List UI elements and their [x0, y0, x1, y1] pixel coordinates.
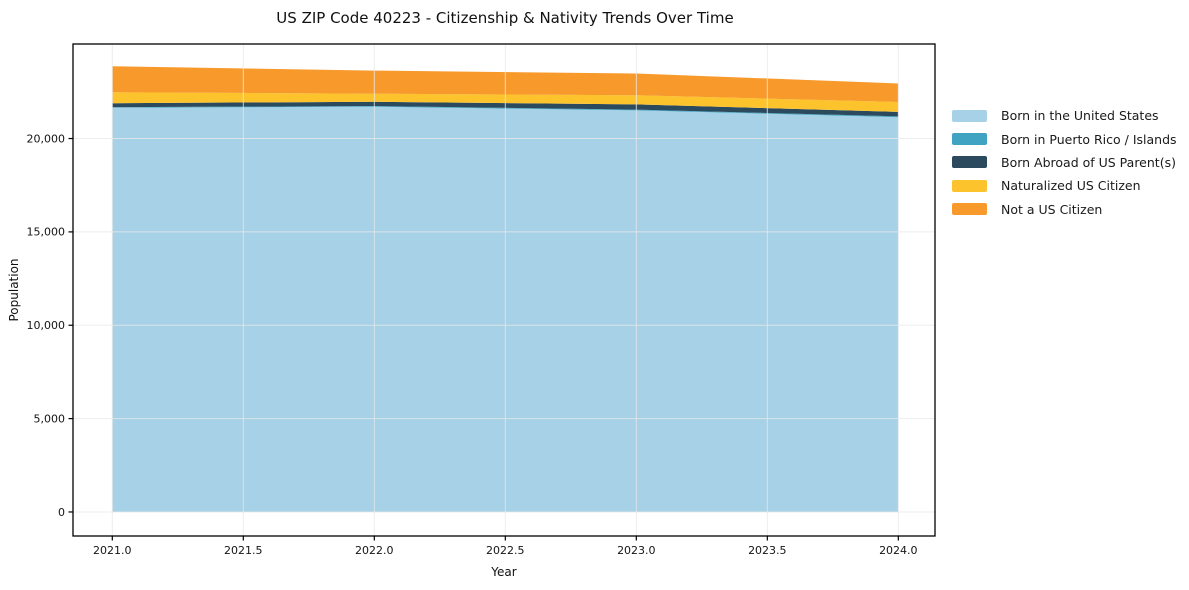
area-series-2 [112, 101, 899, 117]
x-tick-label: 2022.5 [486, 544, 525, 557]
legend-label: Born Abroad of US Parent(s) [1001, 154, 1176, 170]
gridlines [73, 44, 935, 536]
legend-label: Not a US Citizen [1001, 201, 1103, 217]
chart-title: US ZIP Code 40223 - Citizenship & Nativi… [276, 9, 733, 27]
legend-swatch [952, 109, 987, 122]
y-tick-label: 0 [58, 506, 65, 519]
y-axis-label: Population [7, 258, 21, 321]
legend-item: Born Abroad of US Parent(s) [952, 151, 1177, 174]
y-tick-label: 15,000 [27, 226, 66, 239]
x-tick-label: 2021.5 [224, 544, 263, 557]
legend-label: Born in the United States [1001, 108, 1159, 124]
legend-swatch [952, 203, 987, 216]
x-tick-label: 2023.0 [617, 544, 656, 557]
y-tick-label: 10,000 [27, 319, 66, 332]
legend-label: Naturalized US Citizen [1001, 178, 1141, 194]
x-tick-label: 2021.0 [93, 544, 132, 557]
plot-frame [72, 43, 936, 537]
legend-swatch [952, 133, 987, 146]
x-tick-label: 2023.5 [748, 544, 787, 557]
axis-ticks: 2021.0 2021.5 2022.0 2022.5 2023.0 2023.5 2024… [27, 132, 918, 557]
legend-label: Born in Puerto Rico / Islands [1001, 131, 1177, 147]
x-axis-label: Year [490, 565, 516, 579]
legend-swatch [952, 156, 987, 169]
y-tick-label: 5,000 [34, 412, 66, 425]
legend-item: Born in Puerto Rico / Islands [952, 127, 1177, 150]
legend-item: Not a US Citizen [952, 198, 1177, 221]
plot-border [72, 43, 936, 537]
x-tick-label: 2022.0 [355, 544, 394, 557]
legend-item: Born in the United States [952, 104, 1177, 127]
x-tick-label: 2024.0 [879, 544, 918, 557]
y-tick-label: 20,000 [27, 132, 66, 145]
legend-item: Naturalized US Citizen [952, 174, 1177, 197]
legend-swatch [952, 179, 987, 192]
legend: Born in the United States Born in Puerto … [952, 104, 1177, 221]
